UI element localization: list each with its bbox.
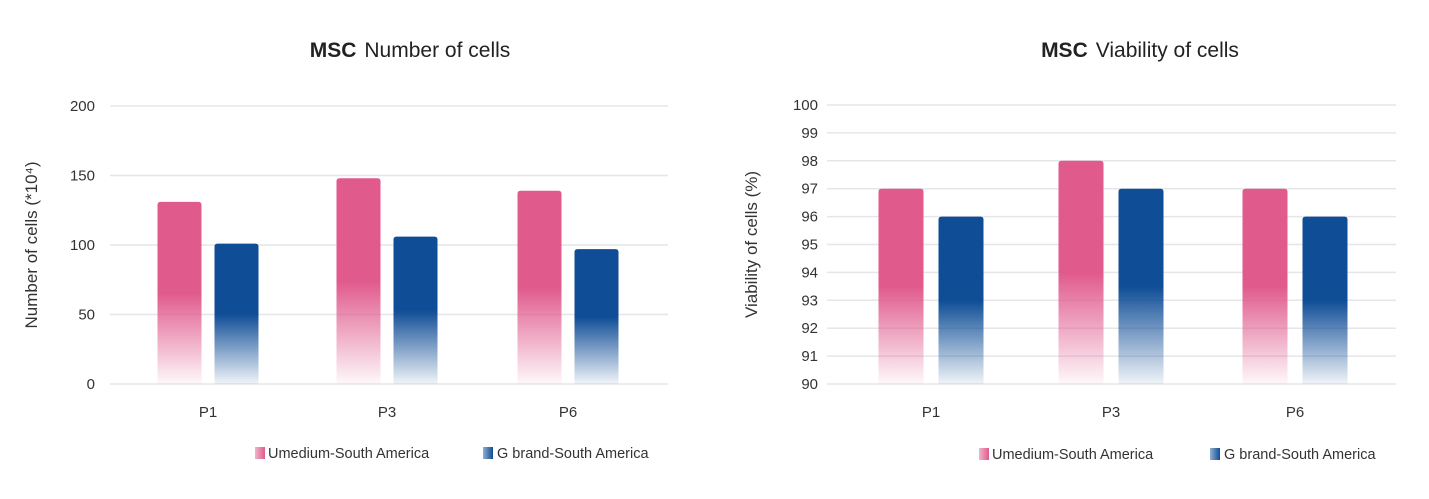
x-tick-label: P3 <box>1102 404 1120 421</box>
bar-gbrand-p3 <box>1118 188 1164 384</box>
x-tick-label: P1 <box>199 404 217 421</box>
y-tick-label: 95 <box>801 237 818 254</box>
legend-label-gbrand: G brand-South America <box>1224 447 1376 463</box>
y-tick-label: 92 <box>801 320 818 337</box>
y-axis-label: Number of cells (*10⁴) <box>22 162 41 329</box>
bar-umedium-p3 <box>1058 160 1104 384</box>
y-tick-label: 100 <box>793 97 818 114</box>
y-axis-label: Viability of cells (%) <box>742 171 761 318</box>
chart-1: MSC Number of cells 0 50 100 150 200 Number of … <box>22 39 668 462</box>
chart-title-bold: MSC <box>1041 39 1088 62</box>
bar-gbrand-p6 <box>1302 216 1348 384</box>
y-tick-label: 94 <box>801 264 818 281</box>
y-tick-label: 100 <box>70 237 95 254</box>
chart-title-rest: Viability of cells <box>1096 39 1239 62</box>
y-tick-label: 91 <box>801 348 818 365</box>
legend-swatch-umedium <box>979 448 989 460</box>
y-tick-label: 90 <box>801 376 818 393</box>
chart-title: MSC Number of cells <box>310 39 511 62</box>
y-tick-label: 97 <box>801 181 818 198</box>
y-tick-label: 98 <box>801 153 818 170</box>
legend-label-gbrand: G brand-South America <box>497 446 649 462</box>
x-tick-label: P6 <box>1286 404 1304 421</box>
legend-label-umedium: Umedium-South America <box>992 447 1154 463</box>
bar-umedium-p1 <box>878 188 924 384</box>
legend-label-umedium: Umedium-South America <box>268 446 430 462</box>
chart-title-rest: Number of cells <box>364 39 510 62</box>
bar-umedium-p6 <box>1242 188 1288 384</box>
bar-umedium-p3 <box>336 178 381 384</box>
bar-umedium-p1 <box>157 201 202 384</box>
x-tick-label: P6 <box>559 404 577 421</box>
y-tick-label: 93 <box>801 292 818 309</box>
legend-swatch-umedium <box>255 447 265 459</box>
y-tick-label: 200 <box>70 98 95 115</box>
y-tick-label: 0 <box>87 376 95 393</box>
bar-gbrand-p6 <box>574 249 619 384</box>
y-tick-label: 50 <box>78 307 95 324</box>
chart-title: MSC Viability of cells <box>1041 39 1239 62</box>
x-tick-label: P3 <box>378 404 396 421</box>
x-tick-label: P1 <box>922 404 940 421</box>
legend-swatch-gbrand <box>483 447 493 459</box>
y-tick-label: 150 <box>70 168 95 185</box>
bar-umedium-p6 <box>517 190 562 384</box>
chart-2: MSC Viability of cells 90 91 92 93 94 95 96 97 98 9… <box>742 39 1396 463</box>
y-tick-label: 99 <box>801 125 818 142</box>
bar-gbrand-p3 <box>393 236 438 384</box>
bar-gbrand-p1 <box>214 243 259 384</box>
bar-gbrand-p1 <box>938 216 984 384</box>
chart-title-bold: MSC <box>310 39 357 62</box>
legend-swatch-gbrand <box>1210 448 1220 460</box>
y-tick-label: 96 <box>801 209 818 226</box>
